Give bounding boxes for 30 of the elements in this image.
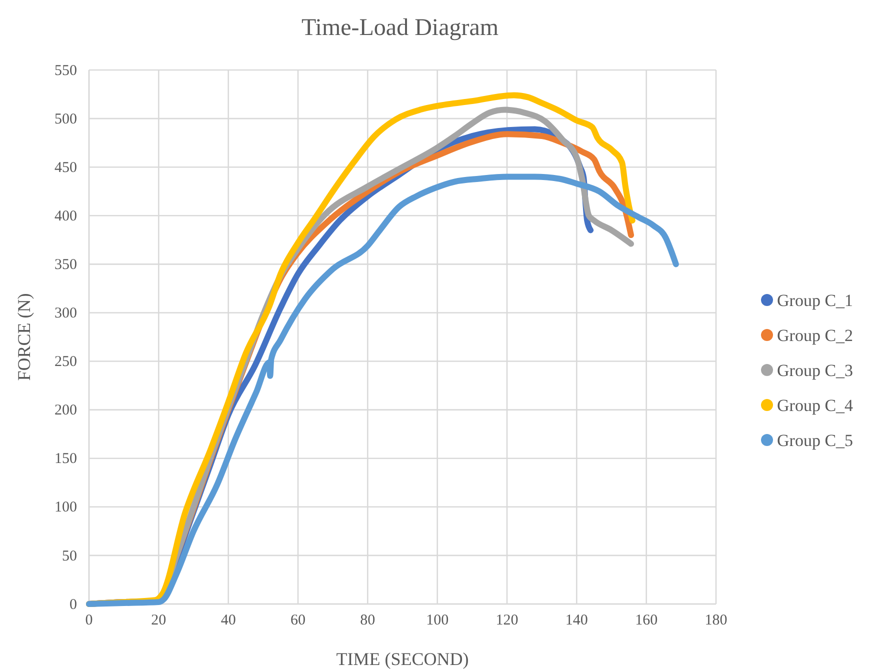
y-tick-label: 50	[62, 548, 77, 564]
y-tick-label: 250	[54, 354, 77, 370]
y-tick-label: 350	[54, 256, 77, 273]
x-axis-title: TIME (SECOND)	[336, 649, 469, 669]
y-tick-label: 550	[54, 62, 77, 79]
x-tick-label: 0	[85, 612, 93, 629]
y-tick-label: 100	[54, 500, 77, 516]
y-tick-label: 200	[54, 402, 77, 419]
x-tick-label: 60	[290, 612, 306, 629]
y-tick-label: 300	[54, 306, 77, 322]
legend-label: Group C_1	[777, 291, 854, 310]
chart-title: Time-Load Diagram	[301, 15, 499, 41]
x-tick-label: 80	[360, 612, 376, 629]
x-tick-label: 160	[635, 612, 658, 629]
legend-label: Group C_3	[777, 361, 854, 380]
legend-label: Group C_5	[777, 431, 854, 450]
y-tick-label: 150	[54, 451, 77, 468]
x-tick-label: 20	[151, 612, 166, 629]
x-tick-label: 100	[426, 612, 449, 629]
x-tick-label: 140	[565, 612, 588, 629]
x-tick-label: 40	[220, 612, 236, 629]
legend-label: Group C_2	[777, 326, 854, 345]
legend-label: Group C_4	[777, 396, 854, 415]
y-tick-label: 400	[54, 208, 77, 224]
y-tick-label: 450	[54, 160, 77, 176]
y-tick-label: 500	[54, 111, 77, 128]
y-axis-title: FORCE (N)	[14, 293, 34, 381]
y-tick-label: 0	[70, 596, 77, 613]
x-tick-label: 120	[496, 612, 518, 629]
x-tick-label: 180	[704, 612, 728, 629]
